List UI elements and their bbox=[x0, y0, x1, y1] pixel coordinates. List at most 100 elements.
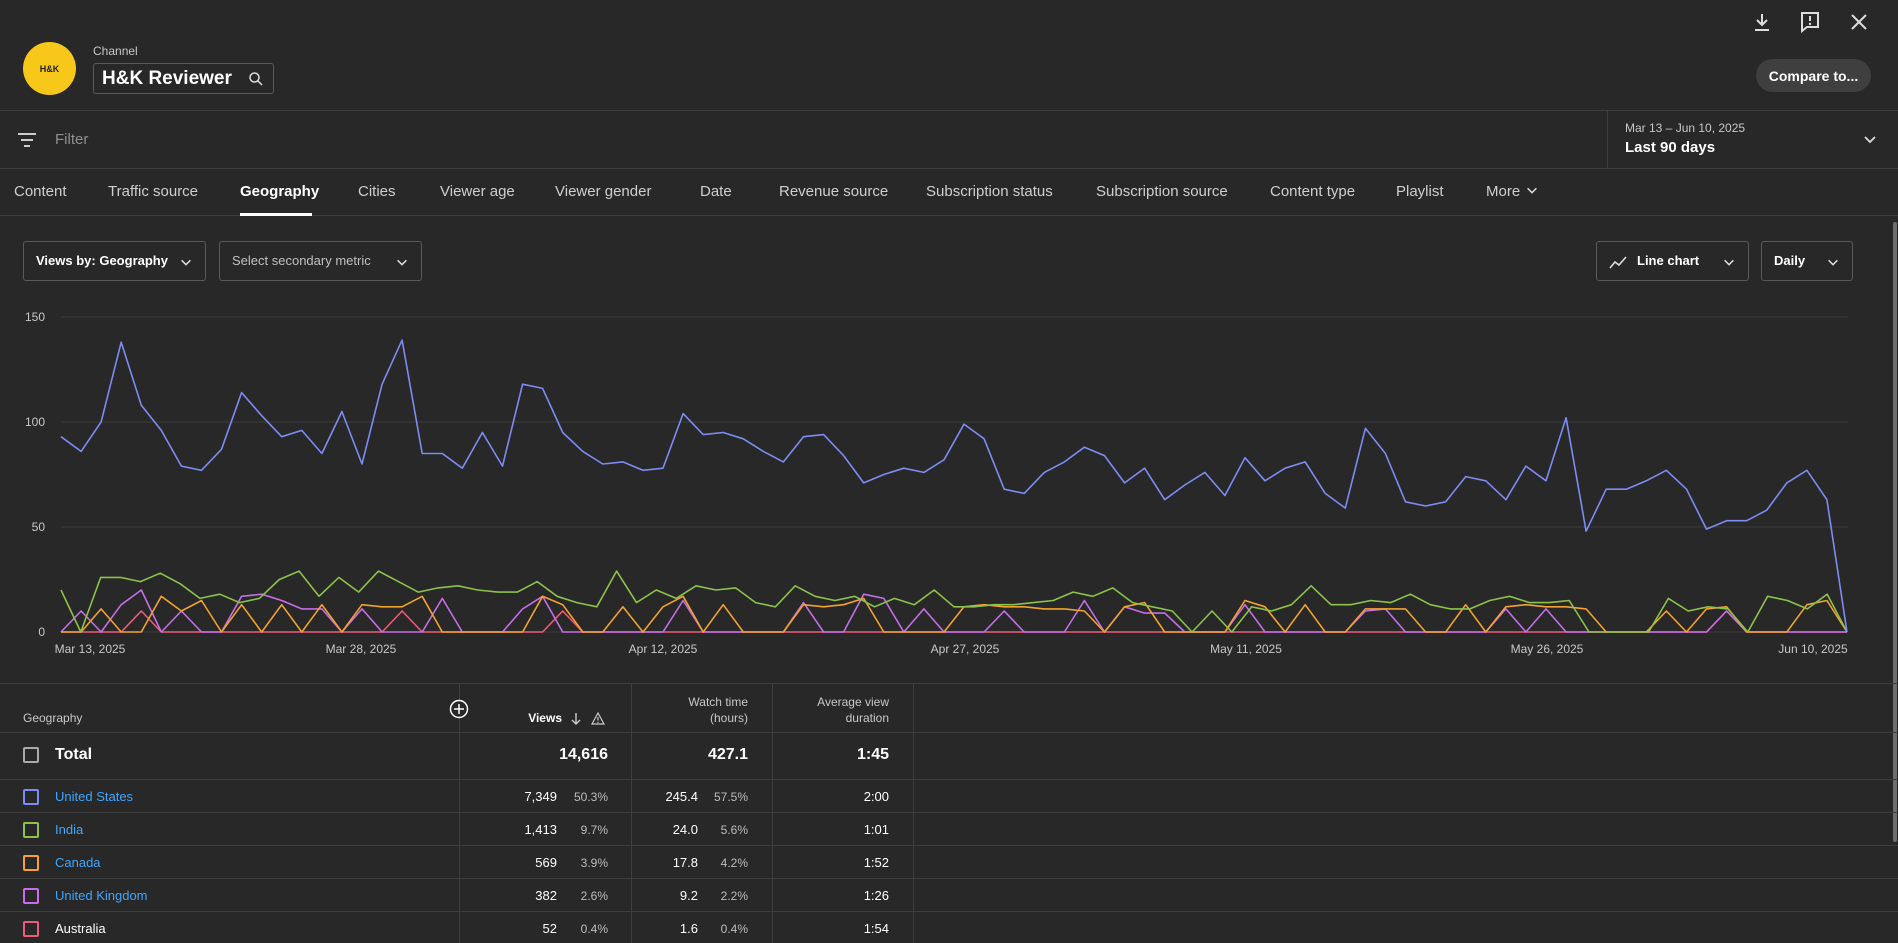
tab-geography[interactable]: Geography bbox=[240, 183, 320, 200]
series-line-united-states bbox=[60, 339, 1848, 633]
series-line-india bbox=[60, 570, 1848, 633]
row-average-view-duration: 1:54 bbox=[863, 921, 889, 936]
row-checkbox[interactable] bbox=[23, 855, 39, 871]
chart-type-dropdown[interactable]: Line chart bbox=[1596, 241, 1749, 281]
search-icon[interactable] bbox=[247, 70, 265, 88]
close-icon[interactable] bbox=[1847, 10, 1871, 34]
tab-content-type[interactable]: Content type bbox=[1270, 183, 1356, 200]
row-checkbox[interactable] bbox=[23, 822, 39, 838]
x-axis-ticks: Mar 13, 2025 Mar 28, 2025 Apr 12, 2025 Apr … bbox=[55, 642, 1848, 656]
row-views: 1,413 bbox=[524, 822, 557, 837]
country-link[interactable]: United Kingdom bbox=[55, 888, 148, 903]
column-header-views[interactable]: Views bbox=[528, 711, 562, 725]
tab-cities[interactable]: Cities bbox=[358, 183, 396, 200]
sort-arrow-down-icon[interactable] bbox=[570, 712, 582, 726]
row-average-view-duration: 1:52 bbox=[863, 855, 889, 870]
tab-viewer-age[interactable]: Viewer age bbox=[440, 183, 515, 200]
row-average-view-duration: 2:00 bbox=[863, 789, 889, 804]
row-views: 569 bbox=[535, 855, 557, 870]
tab-playlist[interactable]: Playlist bbox=[1396, 183, 1444, 200]
x-tick-label: Apr 12, 2025 bbox=[629, 642, 698, 656]
row-watch-time-percent: 4.2% bbox=[720, 856, 748, 870]
chart-series bbox=[60, 339, 1848, 633]
total-average-view-duration: 1:45 bbox=[856, 746, 889, 763]
column-header-watch-time[interactable]: Watch time (hours) bbox=[640, 694, 748, 726]
tab-content[interactable]: Content bbox=[14, 183, 67, 200]
tab-revenue-source[interactable]: Revenue source bbox=[779, 183, 889, 200]
chevron-down-icon bbox=[1828, 259, 1838, 266]
avatar[interactable]: H&K bbox=[23, 42, 76, 95]
compare-button[interactable]: Compare to... bbox=[1756, 59, 1871, 92]
country-link: Australia bbox=[55, 921, 106, 936]
row-watch-time: 24.0 bbox=[672, 822, 698, 837]
column-header-average-view-duration[interactable]: Average view duration bbox=[782, 694, 889, 726]
filter-icon[interactable] bbox=[16, 130, 38, 150]
granularity-dropdown[interactable]: Daily bbox=[1761, 241, 1853, 281]
scrollbar[interactable] bbox=[1893, 222, 1897, 842]
tab-date[interactable]: Date bbox=[700, 183, 732, 200]
chevron-down-icon bbox=[181, 259, 191, 266]
chevron-down-icon bbox=[1724, 259, 1734, 266]
y-tick-label: 0 bbox=[38, 625, 45, 639]
row-watch-time-percent: 5.6% bbox=[720, 823, 748, 837]
channel-selector[interactable]: H&K Reviewer bbox=[93, 63, 274, 94]
country-link[interactable]: United States bbox=[55, 789, 134, 804]
x-tick-label: Mar 28, 2025 bbox=[326, 642, 397, 656]
series-line-canada bbox=[61, 595, 1848, 633]
tab-traffic-source[interactable]: Traffic source bbox=[108, 183, 199, 200]
row-watch-time: 17.8 bbox=[672, 855, 698, 870]
x-tick-label: May 26, 2025 bbox=[1511, 642, 1584, 656]
date-range-selector[interactable]: Mar 13 – Jun 10, 2025 Last 90 days bbox=[1607, 111, 1898, 168]
chart-gridlines bbox=[61, 316, 1848, 633]
chevron-down-icon bbox=[1527, 187, 1538, 194]
tab-subscription-source[interactable]: Subscription source bbox=[1096, 183, 1228, 200]
tab-more[interactable]: More bbox=[1486, 183, 1539, 200]
row-views: 382 bbox=[535, 888, 557, 903]
chevron-down-icon bbox=[1864, 136, 1876, 144]
total-watch-time: 427.1 bbox=[707, 746, 748, 763]
row-checkbox[interactable] bbox=[23, 921, 39, 937]
feedback-icon[interactable] bbox=[1798, 10, 1822, 34]
y-axis-ticks: 0 50 100 150 bbox=[25, 310, 45, 639]
primary-metric-label: Views by: Geography bbox=[36, 253, 168, 268]
watch-time-header-line1: Watch time bbox=[688, 695, 748, 709]
row-views-percent: 50.3% bbox=[573, 790, 608, 804]
tab-more-label: More bbox=[1486, 183, 1521, 200]
row-views: 7,349 bbox=[524, 789, 557, 804]
secondary-metric-dropdown[interactable]: Select secondary metric bbox=[219, 241, 422, 281]
tab-subscription-status[interactable]: Subscription status bbox=[926, 183, 1053, 200]
row-watch-time: 245.4 bbox=[665, 789, 698, 804]
x-tick-label: Jun 10, 2025 bbox=[1778, 642, 1848, 656]
row-watch-time: 1.6 bbox=[679, 921, 698, 936]
views-line-chart: 0 50 100 150 Mar 13, 2025 Mar 28, 2025 Apr 12… bbox=[25, 310, 1848, 656]
add-column-icon[interactable] bbox=[449, 699, 469, 719]
line-chart-icon bbox=[1609, 256, 1627, 269]
warning-icon[interactable] bbox=[591, 712, 605, 725]
row-checkbox[interactable] bbox=[23, 789, 39, 805]
row-watch-time-percent: 0.4% bbox=[720, 922, 748, 936]
row-checkbox[interactable] bbox=[23, 888, 39, 904]
series-line-united-kingdom bbox=[60, 589, 1847, 633]
x-tick-label: Mar 13, 2025 bbox=[55, 642, 126, 656]
row-watch-time-percent: 57.5% bbox=[713, 790, 748, 804]
country-link[interactable]: India bbox=[55, 822, 84, 837]
column-header-geography[interactable]: Geography bbox=[23, 711, 83, 725]
total-checkbox[interactable] bbox=[23, 747, 39, 763]
country-link[interactable]: Canada bbox=[55, 855, 101, 870]
y-tick-label: 50 bbox=[32, 520, 46, 534]
primary-metric-dropdown[interactable]: Views by: Geography bbox=[23, 241, 206, 281]
avg-duration-header-line2: duration bbox=[845, 711, 889, 725]
channel-label: Channel bbox=[93, 44, 138, 58]
chart-type-label: Line chart bbox=[1637, 253, 1700, 268]
active-tab-indicator bbox=[240, 213, 312, 216]
row-views: 52 bbox=[542, 921, 557, 936]
row-views-percent: 0.4% bbox=[580, 922, 608, 936]
filter-input[interactable]: Filter bbox=[55, 131, 89, 148]
channel-name: H&K Reviewer bbox=[102, 68, 232, 89]
download-icon[interactable] bbox=[1750, 10, 1774, 34]
tab-viewer-gender[interactable]: Viewer gender bbox=[555, 183, 652, 200]
secondary-metric-label: Select secondary metric bbox=[232, 253, 371, 268]
row-average-view-duration: 1:01 bbox=[863, 822, 889, 837]
row-watch-time: 9.2 bbox=[679, 888, 698, 903]
avg-duration-header-line1: Average view bbox=[817, 695, 889, 709]
